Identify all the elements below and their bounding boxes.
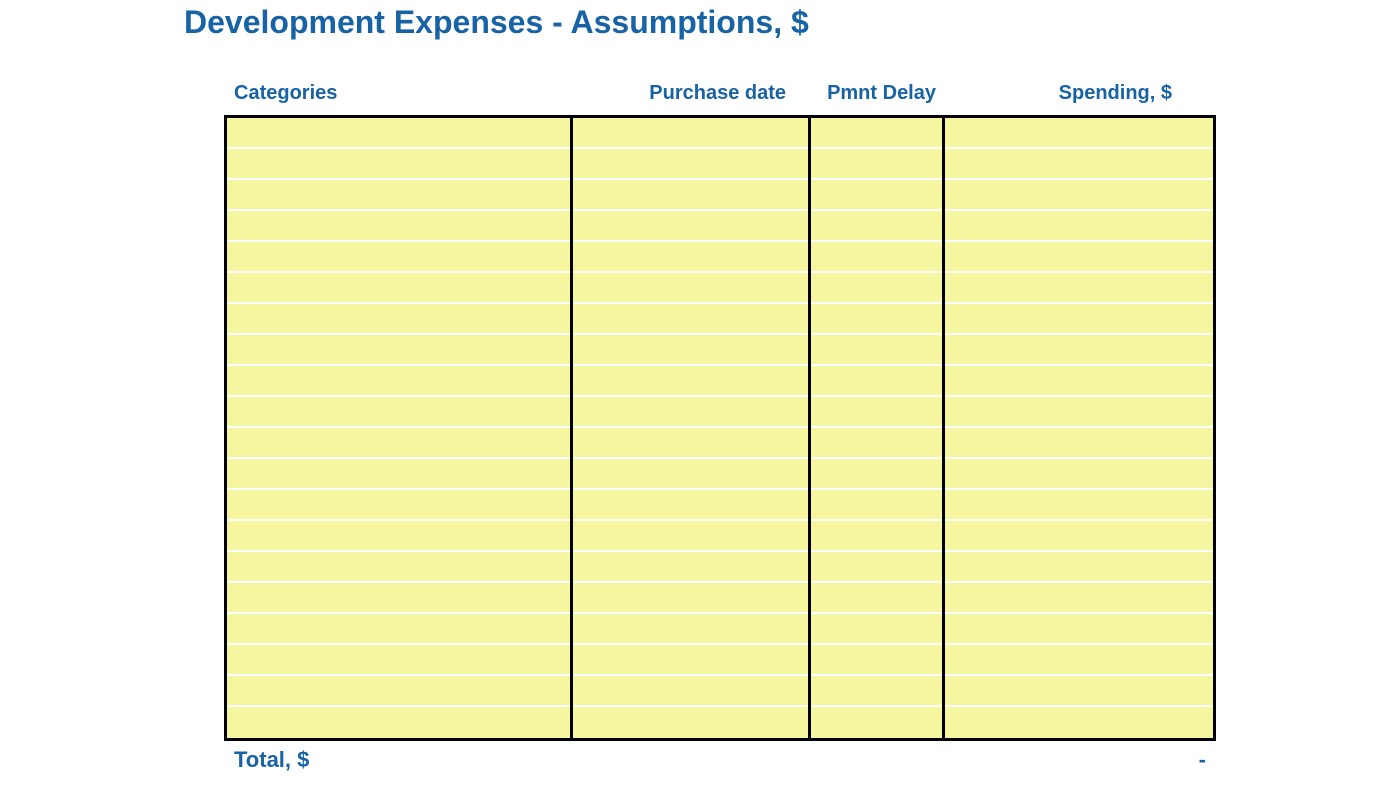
table-cell[interactable] (227, 397, 570, 428)
table-cell[interactable] (945, 645, 1213, 676)
table-cell[interactable] (945, 614, 1213, 645)
table-cell[interactable] (227, 490, 570, 521)
table-cell[interactable] (573, 180, 808, 211)
table-cell[interactable] (811, 180, 942, 211)
table-cell[interactable] (945, 242, 1213, 273)
table-cell[interactable] (811, 490, 942, 521)
table-cell[interactable] (227, 614, 570, 645)
table-cell[interactable] (945, 335, 1213, 366)
table-cell[interactable] (227, 118, 570, 149)
table-cell[interactable] (573, 366, 808, 397)
table-cell[interactable] (227, 180, 570, 211)
table-cell[interactable] (811, 335, 942, 366)
table-cell[interactable] (811, 211, 942, 242)
table-cell[interactable] (811, 118, 942, 149)
table-cell[interactable] (945, 149, 1213, 180)
table-cell[interactable] (945, 428, 1213, 459)
table-cell[interactable] (811, 242, 942, 273)
table-cell[interactable] (573, 273, 808, 304)
table-cell[interactable] (573, 583, 808, 614)
table-cell[interactable] (945, 366, 1213, 397)
table-cell[interactable] (227, 149, 570, 180)
table-cell[interactable] (945, 583, 1213, 614)
table-cell[interactable] (945, 459, 1213, 490)
table-cell[interactable] (573, 211, 808, 242)
table-cell[interactable] (227, 304, 570, 335)
table-cell[interactable] (945, 397, 1213, 428)
table-cell[interactable] (227, 459, 570, 490)
table-cell[interactable] (811, 397, 942, 428)
table-cell[interactable] (227, 366, 570, 397)
page-title: Development Expenses - Assumptions, $ (184, 4, 809, 41)
table-cell[interactable] (573, 118, 808, 149)
table-cell[interactable] (811, 521, 942, 552)
table-cell[interactable] (227, 645, 570, 676)
table-cell[interactable] (573, 521, 808, 552)
table-cell[interactable] (227, 552, 570, 583)
table-cell[interactable] (573, 459, 808, 490)
table-cell[interactable] (227, 676, 570, 707)
table-cell[interactable] (811, 645, 942, 676)
table-cell[interactable] (573, 490, 808, 521)
table-cell[interactable] (227, 428, 570, 459)
table-cell[interactable] (945, 490, 1213, 521)
table-cell[interactable] (811, 366, 942, 397)
table-cell[interactable] (573, 645, 808, 676)
table-cell[interactable] (811, 707, 942, 738)
table-cell[interactable] (227, 583, 570, 614)
table-cell[interactable] (945, 707, 1213, 738)
table-cell[interactable] (945, 676, 1213, 707)
table-cell[interactable] (573, 552, 808, 583)
table-cell[interactable] (945, 118, 1213, 149)
expenses-table: Categories Purchase date Pmnt Delay Spen… (224, 78, 1216, 773)
table-cell[interactable] (811, 428, 942, 459)
table-cell[interactable] (811, 273, 942, 304)
table-cell[interactable] (573, 304, 808, 335)
table-cell[interactable] (573, 242, 808, 273)
table-column-purchase-date (570, 118, 808, 738)
table-cell[interactable] (227, 335, 570, 366)
table-cell[interactable] (573, 614, 808, 645)
table-cell[interactable] (811, 676, 942, 707)
table-cell[interactable] (811, 552, 942, 583)
column-header-spending: Spending, $ (942, 78, 1216, 109)
table-column-pmnt-delay (808, 118, 942, 738)
table-cell[interactable] (945, 304, 1213, 335)
table-cell[interactable] (945, 521, 1213, 552)
column-header-categories: Categories (224, 78, 570, 109)
column-header-pmnt-delay: Pmnt Delay (808, 78, 942, 109)
table-cell[interactable] (945, 552, 1213, 583)
table-cell[interactable] (573, 335, 808, 366)
table-header-row: Categories Purchase date Pmnt Delay Spen… (224, 78, 1216, 109)
table-cell[interactable] (811, 304, 942, 335)
table-body (224, 115, 1216, 741)
table-cell[interactable] (227, 242, 570, 273)
table-cell[interactable] (573, 397, 808, 428)
table-cell[interactable] (945, 180, 1213, 211)
column-header-purchase-date: Purchase date (570, 78, 808, 109)
table-cell[interactable] (227, 211, 570, 242)
table-cell[interactable] (573, 149, 808, 180)
table-cell[interactable] (573, 428, 808, 459)
table-cell[interactable] (811, 614, 942, 645)
table-cell[interactable] (227, 273, 570, 304)
table-column-spending (942, 118, 1216, 738)
table-cell[interactable] (811, 459, 942, 490)
table-column-categories (224, 118, 570, 738)
table-cell[interactable] (573, 707, 808, 738)
table-cell[interactable] (573, 676, 808, 707)
total-value: - (1199, 747, 1206, 773)
total-label: Total, $ (234, 747, 309, 773)
table-cell[interactable] (811, 149, 942, 180)
table-cell[interactable] (945, 211, 1213, 242)
table-cell[interactable] (227, 521, 570, 552)
table-cell[interactable] (811, 583, 942, 614)
table-cell[interactable] (945, 273, 1213, 304)
table-cell[interactable] (227, 707, 570, 738)
totals-row: Total, $ - (224, 747, 1216, 773)
